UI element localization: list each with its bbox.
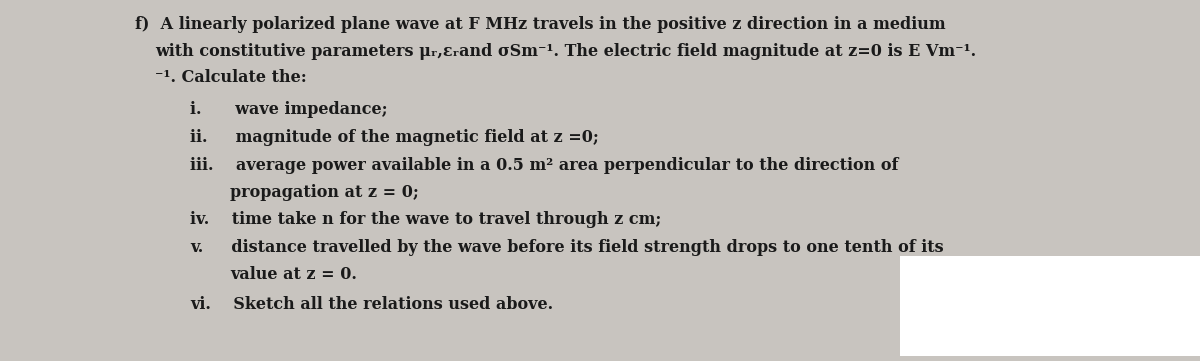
Text: iv.    time take n for the wave to travel through z cm;: iv. time take n for the wave to travel t… [190, 211, 661, 228]
Text: with constitutive parameters μᵣ,εᵣand σSm⁻¹. The electric field magnitude at z=0: with constitutive parameters μᵣ,εᵣand σS… [155, 43, 976, 60]
Text: vi.    Sketch all the relations used above.: vi. Sketch all the relations used above. [190, 296, 553, 313]
Text: i.      wave impedance;: i. wave impedance; [190, 101, 388, 118]
Text: ⁻¹. Calculate the:: ⁻¹. Calculate the: [155, 69, 307, 86]
Text: f)  A linearly polarized plane wave at F MHz travels in the positive z direction: f) A linearly polarized plane wave at F … [134, 16, 946, 33]
Text: v.     distance travelled by the wave before its field strength drops to one ten: v. distance travelled by the wave before… [190, 239, 943, 256]
Bar [900, 256, 1200, 356]
Text: value at z = 0.: value at z = 0. [230, 266, 356, 283]
Text: ii.     magnitude of the magnetic field at z =0;: ii. magnitude of the magnetic field at z… [190, 129, 599, 146]
Text: propagation at z = 0;: propagation at z = 0; [230, 184, 419, 201]
Text: iii.    average power available in a 0.5 m² area perpendicular to the direction : iii. average power available in a 0.5 m²… [190, 157, 899, 174]
